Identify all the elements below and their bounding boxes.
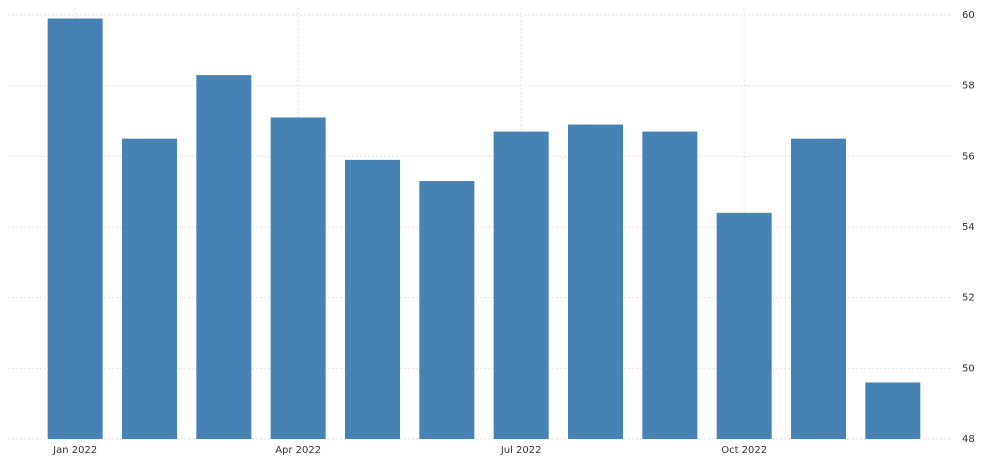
- bar: [567, 124, 624, 440]
- bar: [716, 212, 772, 439]
- bar: [419, 181, 475, 440]
- y-tick-label: 58: [962, 81, 975, 92]
- y-tick-label: 54: [962, 222, 975, 233]
- y-tick-label: 50: [962, 363, 975, 374]
- x-tick-label: Jan 2022: [52, 445, 97, 456]
- y-tick-label: 56: [962, 151, 975, 162]
- bar: [493, 131, 549, 439]
- x-tick-label: Jul 2022: [500, 445, 542, 456]
- bar: [344, 159, 401, 439]
- y-tick-label: 60: [962, 10, 975, 21]
- x-tick-label: Apr 2022: [275, 445, 321, 456]
- bar: [121, 138, 178, 439]
- bar: [790, 138, 847, 439]
- y-tick-label: 48: [962, 434, 975, 445]
- bar: [47, 18, 103, 440]
- y-tick-label: 52: [962, 293, 975, 304]
- bar: [196, 75, 252, 440]
- bar: [865, 382, 921, 439]
- x-tick-label: Oct 2022: [721, 445, 767, 456]
- bar: [270, 117, 326, 439]
- bar: [642, 131, 698, 439]
